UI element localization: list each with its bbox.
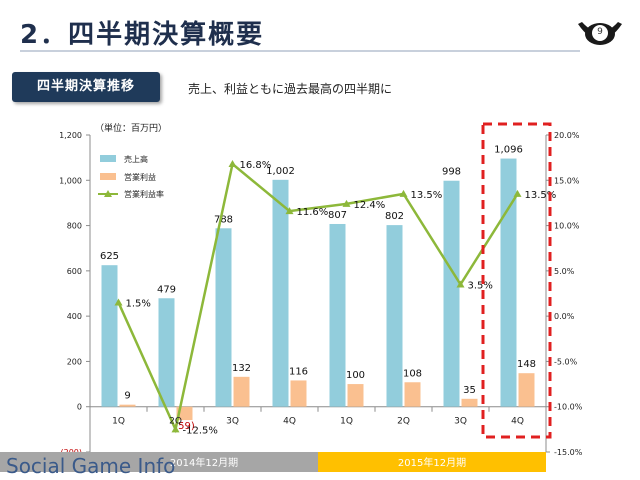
boat-logo-icon (578, 22, 622, 45)
revenue-bar (443, 180, 460, 407)
section-tab: 四半期決算推移 (12, 72, 160, 102)
right-tick-label: 10.0% (554, 222, 580, 231)
revenue-bar (329, 223, 346, 407)
section-subtitle: 売上、利益ともに過去最高の四半期に (188, 82, 393, 96)
legend-label-profit: 営業利益 (124, 172, 156, 182)
margin-point (171, 425, 180, 433)
profit-bar (290, 380, 307, 407)
margin-data-label: 16.8% (240, 160, 272, 171)
category-label: 3Q (226, 417, 239, 427)
category-label: 4Q (511, 417, 524, 427)
margin-point (114, 298, 123, 306)
title-underline (20, 50, 580, 52)
margin-data-label: 11.6% (297, 207, 329, 218)
legend-marker-margin (104, 190, 112, 197)
fiscal-period-label: 2015年12月期 (398, 456, 466, 469)
margin-data-label: 12.4% (354, 200, 386, 211)
left-tick-label: 800 (67, 222, 82, 231)
revenue-data-label: 625 (100, 251, 119, 262)
profit-data-label: 116 (289, 366, 308, 377)
revenue-data-label: 807 (328, 210, 347, 221)
profit-data-label: (59) (174, 421, 195, 432)
profit-bar (404, 382, 421, 407)
right-tick-label: 0.0% (554, 312, 575, 321)
right-tick-label: -5.0% (554, 357, 578, 366)
revenue-data-label: 1,096 (494, 145, 523, 156)
margin-point (399, 189, 408, 197)
margin-point (342, 199, 351, 207)
fiscal-period-bar (0, 452, 318, 472)
revenue-bar (500, 158, 517, 407)
profit-data-label: 148 (517, 359, 536, 370)
watermark-logo: Social Game Info (6, 454, 176, 478)
profit-data-label: 108 (403, 368, 422, 379)
legend-swatch-revenue (100, 155, 116, 162)
margin-data-label: 13.5% (525, 190, 557, 201)
right-tick-label: 20.0% (554, 131, 580, 140)
margin-point (456, 280, 465, 288)
left-tick-label: 600 (67, 267, 82, 276)
category-label: 4Q (283, 417, 296, 427)
category-label: 1Q (112, 417, 125, 427)
margin-data-label: 1.5% (126, 299, 151, 310)
revenue-bar (101, 265, 118, 407)
left-tick-label: 400 (67, 312, 82, 321)
profit-data-label: 9 (124, 391, 130, 402)
left-tick-label: 1,000 (59, 176, 82, 185)
right-tick-label: 15.0% (554, 176, 580, 185)
right-tick-label: -10.0% (554, 403, 583, 412)
left-tick-label: 1,200 (59, 131, 82, 140)
margin-point (228, 159, 237, 167)
revenue-bar (215, 228, 232, 407)
legend-label-revenue: 売上高 (124, 154, 148, 164)
revenue-data-label: 788 (214, 214, 233, 225)
margin-data-label: -12.5% (183, 425, 218, 436)
category-label: 2Q (169, 417, 182, 427)
revenue-bar (272, 179, 289, 407)
latest-quarter-highlight (481, 122, 552, 439)
legend-label-margin: 営業利益率 (124, 189, 164, 199)
profit-bar (347, 384, 364, 407)
revenue-data-label: 479 (157, 284, 176, 295)
profit-bar (233, 376, 250, 407)
right-tick-label: 5.0% (554, 267, 575, 276)
profit-data-label: 35 (463, 385, 476, 396)
fiscal-period-bar (318, 452, 546, 472)
fiscal-period-label: 2014年12月期 (170, 456, 238, 469)
revenue-bar (386, 225, 403, 407)
margin-data-label: 3.5% (468, 280, 493, 291)
left-tick-label: 0 (77, 403, 82, 412)
profit-data-label: 132 (232, 363, 251, 374)
profit-bar (518, 373, 535, 407)
revenue-data-label: 802 (385, 211, 404, 222)
legend-swatch-profit (100, 173, 116, 180)
revenue-data-label: 1,002 (266, 166, 295, 177)
right-tick-label: -15.0% (554, 448, 583, 457)
unit-label: （単位：百万円） (95, 124, 168, 134)
revenue-data-label: 998 (442, 167, 461, 178)
margin-data-label: 13.5% (411, 190, 443, 201)
profit-bar (119, 404, 136, 407)
margin-line (117, 161, 519, 434)
category-label: 1Q (340, 417, 353, 427)
category-label: 3Q (454, 417, 467, 427)
profit-data-label: 100 (346, 370, 365, 381)
page-number: 9 (597, 27, 603, 37)
revenue-bar (158, 298, 175, 407)
profit-bar (461, 398, 478, 407)
category-label: 2Q (397, 417, 410, 427)
margin-point (285, 207, 294, 215)
margin-point (513, 189, 522, 197)
left-tick-label: 200 (67, 357, 82, 366)
page-title: 2．四半期決算概要 (20, 20, 265, 50)
